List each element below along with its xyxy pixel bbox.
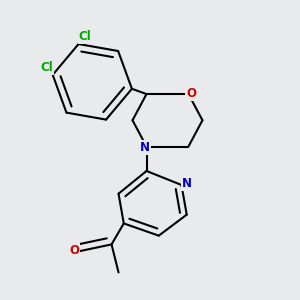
Text: Cl: Cl bbox=[40, 61, 53, 74]
Text: O: O bbox=[186, 87, 196, 100]
Text: N: N bbox=[182, 177, 192, 190]
Text: O: O bbox=[69, 244, 79, 257]
Text: Cl: Cl bbox=[79, 30, 91, 43]
Text: N: N bbox=[140, 141, 150, 154]
